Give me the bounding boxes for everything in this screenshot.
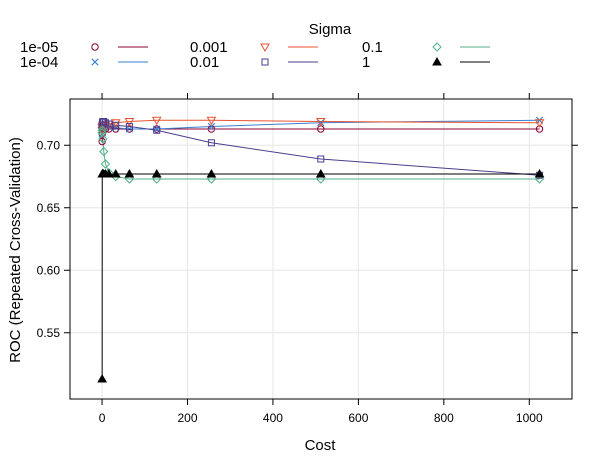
x-tick-label-1: 200 — [177, 411, 197, 425]
legend-item-4: 0.1 — [362, 39, 490, 56]
series-line-0 — [101, 128, 540, 142]
plot-frame — [69, 98, 573, 400]
y-tick-label-2: 0.65 — [37, 201, 61, 215]
data-point-s5-11 — [315, 168, 326, 178]
series-line-3 — [101, 121, 540, 176]
y-tick-label-0: 0.55 — [37, 326, 61, 340]
x-tick-label-2: 400 — [263, 411, 283, 425]
gridlines — [70, 99, 572, 399]
data-point-s4-11 — [316, 174, 326, 184]
data-point-s4-9 — [152, 174, 162, 184]
series-points — [97, 116, 545, 383]
legend-label-1: 1e-04 — [20, 54, 58, 71]
data-point-s2-9 — [151, 116, 162, 126]
axis-ticks — [64, 93, 578, 405]
legend-marker-5 — [432, 56, 442, 66]
legend-marker-1 — [91, 58, 99, 66]
data-point-s5-0 — [97, 373, 108, 383]
data-point-s5-12 — [534, 168, 545, 178]
x-tick-label-3: 600 — [348, 411, 368, 425]
legend-item-1: 1e-04 — [20, 54, 148, 71]
x-tick-label-4: 800 — [434, 411, 454, 425]
data-point-s4-12 — [534, 174, 545, 184]
legend-label-2: 0.001 — [190, 39, 228, 56]
data-point-s5-6 — [104, 168, 114, 178]
data-point-s2-7 — [110, 119, 121, 128]
legend-marker-2 — [260, 43, 270, 53]
data-point-s0-0 — [98, 137, 106, 146]
series-lines — [101, 119, 540, 380]
data-point-s1-11 — [317, 119, 325, 127]
data-point-s3-11 — [317, 155, 325, 163]
data-point-s5-7 — [110, 168, 121, 178]
data-point-s2-8 — [124, 118, 135, 127]
data-point-s2-12 — [534, 119, 545, 128]
y-axis-title: ROC (Repeated Cross-Validation) — [7, 137, 24, 363]
legend-marker-3 — [261, 58, 269, 66]
x-tick-label-5: 1000 — [516, 411, 543, 425]
legend-label-5: 1 — [362, 54, 370, 71]
legend-label-4: 0.1 — [362, 39, 383, 56]
data-point-s3-9 — [153, 126, 161, 134]
legend-title: Sigma — [309, 21, 352, 38]
data-point-s2-10 — [206, 116, 217, 126]
legend-item-3: 0.01 — [190, 54, 318, 71]
y-tick-label-3: 0.70 — [37, 138, 61, 152]
data-point-s4-2 — [97, 125, 108, 135]
data-point-s4-10 — [206, 174, 217, 184]
x-axis-title: Cost — [305, 437, 337, 454]
data-point-s1-10 — [207, 122, 216, 131]
x-tick-label-0: 0 — [99, 411, 106, 425]
legend-label-3: 0.01 — [190, 54, 219, 71]
legend-item-0: 1e-05 — [20, 39, 148, 56]
data-point-s4-3 — [98, 134, 108, 144]
data-point-s3-10 — [207, 139, 215, 147]
data-point-s3-6 — [105, 120, 113, 128]
data-point-s2-11 — [315, 118, 326, 127]
tick-labels: 0 200 400 600 800 1000 0.55 0.60 0.65 0.70 — [37, 138, 543, 425]
data-point-s3-8 — [125, 123, 133, 130]
data-point-s4-8 — [124, 174, 135, 184]
data-point-s5-9 — [151, 168, 162, 178]
data-point-s3-7 — [112, 121, 120, 129]
legend-marker-0 — [91, 43, 99, 51]
legend-label-0: 1e-05 — [20, 39, 58, 56]
y-tick-label-1: 0.60 — [37, 263, 61, 277]
legend-item-5: 1 — [362, 54, 490, 71]
legend-item-2: 0.001 — [190, 39, 318, 56]
legend-marker-4 — [432, 42, 442, 52]
series-line-5 — [101, 173, 540, 380]
data-point-s5-8 — [124, 168, 135, 178]
data-point-s4-5 — [100, 159, 111, 169]
data-point-s4-4 — [99, 146, 109, 157]
data-point-s5-10 — [206, 168, 217, 178]
